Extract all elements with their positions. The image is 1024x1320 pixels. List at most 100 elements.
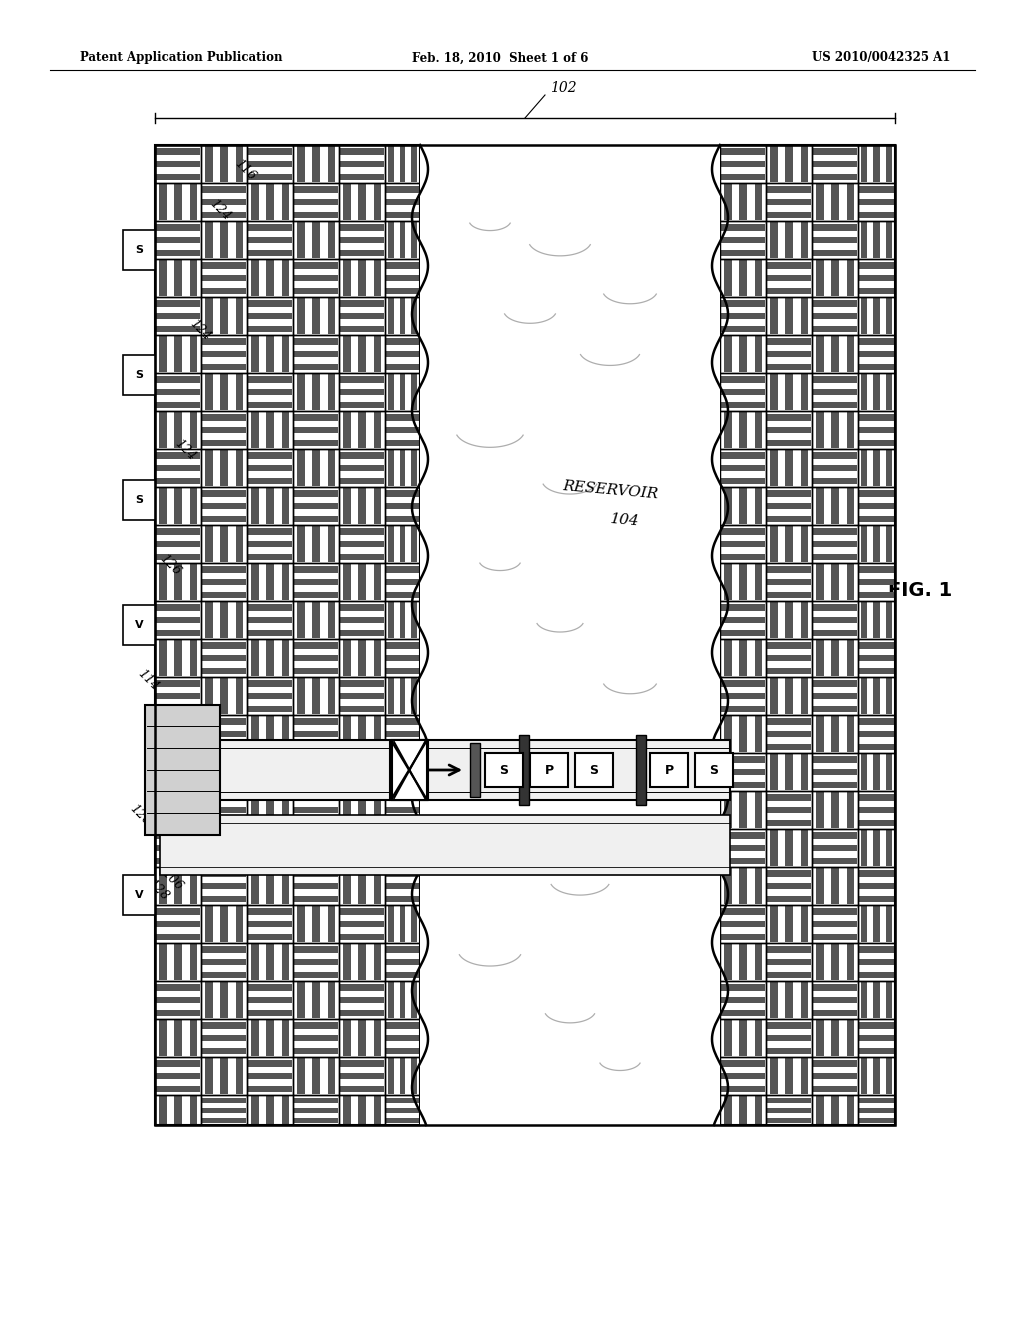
Bar <box>386 490 419 496</box>
Bar <box>801 374 808 411</box>
Bar <box>248 224 292 231</box>
Bar <box>339 487 385 525</box>
Bar <box>339 145 385 183</box>
Bar <box>816 488 823 524</box>
Bar <box>282 869 289 904</box>
Bar <box>886 678 892 714</box>
Bar <box>174 944 182 979</box>
Bar <box>767 870 811 876</box>
Bar <box>385 1096 420 1125</box>
Bar <box>812 1096 858 1125</box>
Bar <box>766 374 812 411</box>
Bar <box>247 449 293 487</box>
Bar <box>156 541 200 548</box>
Bar <box>156 401 200 408</box>
Bar <box>123 230 155 271</box>
Bar <box>873 374 880 411</box>
Bar <box>721 832 765 838</box>
Bar <box>294 972 338 978</box>
Bar <box>156 173 200 180</box>
Bar <box>201 867 247 906</box>
Bar <box>721 224 765 231</box>
Bar <box>766 715 812 752</box>
Bar <box>721 858 765 863</box>
Bar <box>721 781 765 788</box>
Bar <box>636 735 646 805</box>
Bar <box>386 642 419 648</box>
Bar <box>766 259 812 297</box>
Bar <box>247 677 293 715</box>
Bar <box>386 883 419 890</box>
Bar <box>801 147 808 182</box>
Bar <box>343 640 350 676</box>
Text: 126: 126 <box>157 552 183 578</box>
Bar <box>767 351 811 358</box>
Bar <box>766 829 812 867</box>
Bar <box>813 605 857 610</box>
Bar <box>156 389 200 395</box>
Bar <box>720 752 766 791</box>
Bar <box>340 326 384 331</box>
Bar <box>385 639 420 677</box>
Bar <box>720 335 766 374</box>
Bar <box>202 870 246 876</box>
Bar <box>386 655 419 661</box>
Bar <box>358 1020 366 1056</box>
Bar <box>385 145 420 183</box>
Bar <box>294 795 338 800</box>
Bar <box>247 525 293 564</box>
Bar <box>721 680 765 686</box>
Bar <box>156 933 200 940</box>
Bar <box>767 743 811 750</box>
Bar <box>293 829 339 867</box>
Bar <box>721 313 765 319</box>
Bar <box>205 906 213 942</box>
Bar <box>201 145 247 183</box>
Bar <box>205 525 213 562</box>
Bar <box>155 1057 201 1096</box>
Bar <box>861 525 867 562</box>
Bar <box>861 906 867 942</box>
Bar <box>812 715 858 752</box>
Bar <box>785 678 793 714</box>
Bar <box>220 298 227 334</box>
Bar <box>858 374 895 411</box>
Bar <box>247 449 293 487</box>
Bar <box>858 1019 895 1057</box>
Bar <box>873 754 880 789</box>
Bar <box>343 260 350 296</box>
Bar <box>236 754 243 789</box>
Bar <box>282 412 289 447</box>
Bar <box>248 313 292 319</box>
Bar <box>858 145 895 183</box>
Bar <box>155 220 201 259</box>
Bar <box>720 220 766 259</box>
Bar <box>816 792 823 828</box>
Bar <box>156 465 200 471</box>
Bar <box>721 985 765 990</box>
Bar <box>385 297 420 335</box>
Bar <box>847 715 854 752</box>
Bar <box>160 814 730 875</box>
Bar <box>859 958 894 965</box>
Bar <box>767 199 811 205</box>
Bar <box>724 412 731 447</box>
Bar <box>861 982 867 1018</box>
Bar <box>201 487 247 525</box>
Bar <box>720 183 766 220</box>
Text: S: S <box>590 763 598 776</box>
Bar <box>339 525 385 564</box>
Bar <box>859 655 894 661</box>
Bar <box>328 830 335 866</box>
Bar <box>813 1060 857 1067</box>
Bar <box>886 754 892 789</box>
Bar <box>412 298 417 334</box>
Bar <box>145 705 220 836</box>
Bar <box>189 183 198 220</box>
Bar <box>174 564 182 601</box>
Bar <box>248 389 292 395</box>
Bar <box>328 678 335 714</box>
Bar <box>386 440 419 446</box>
Bar <box>294 895 338 902</box>
Bar <box>859 288 894 294</box>
